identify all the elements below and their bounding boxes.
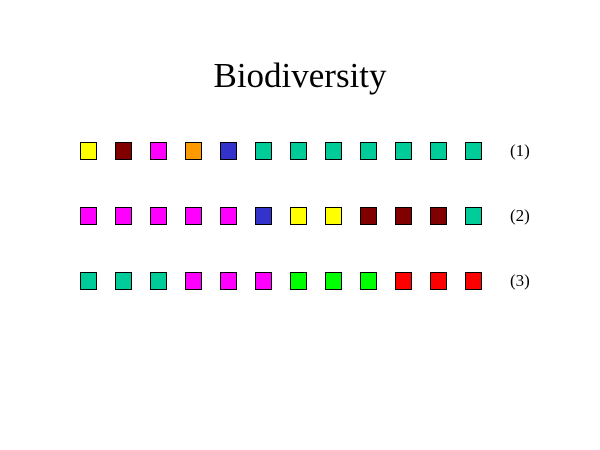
species-square-yellow (290, 207, 307, 225)
species-square-magenta (220, 272, 237, 290)
species-square-magenta (150, 207, 167, 225)
row-label: (1) (510, 141, 530, 160)
species-square-maroon (360, 207, 377, 225)
species-square-teal (80, 272, 97, 290)
species-square-magenta (185, 207, 202, 225)
species-square-maroon (430, 207, 447, 225)
species-square-teal (465, 207, 482, 225)
species-square-magenta (80, 207, 97, 225)
slide-title: Biodiversity (213, 56, 387, 95)
species-square-teal (115, 272, 132, 290)
community-row-2: (2) (80, 206, 550, 227)
species-square-yellow (325, 207, 342, 225)
species-square-orange (185, 142, 202, 160)
species-square-maroon (115, 142, 132, 160)
species-square-red (465, 272, 482, 290)
species-square-magenta (220, 207, 237, 225)
species-square-magenta (185, 272, 202, 290)
species-square-teal (465, 142, 482, 160)
species-square-teal (325, 142, 342, 160)
species-square-teal (150, 272, 167, 290)
community-row-1: (1) (80, 141, 550, 162)
species-square-red (430, 272, 447, 290)
species-square-red (395, 272, 412, 290)
species-square-teal (395, 142, 412, 160)
species-square-green (325, 272, 342, 290)
row-label: (3) (510, 271, 530, 290)
species-square-magenta (115, 207, 132, 225)
species-square-maroon (395, 207, 412, 225)
species-square-blue (220, 142, 237, 160)
species-square-teal (430, 142, 447, 160)
species-square-teal (360, 142, 377, 160)
species-square-blue (255, 207, 272, 225)
species-square-green (360, 272, 377, 290)
species-squares (80, 272, 490, 292)
species-square-teal (255, 142, 272, 160)
species-square-magenta (150, 142, 167, 160)
species-square-magenta (255, 272, 272, 290)
row-label: (2) (510, 206, 530, 225)
species-squares (80, 207, 490, 227)
species-square-yellow (80, 142, 97, 160)
species-square-green (290, 272, 307, 290)
species-squares (80, 142, 490, 162)
community-row-3: (3) (80, 271, 550, 292)
species-square-teal (290, 142, 307, 160)
